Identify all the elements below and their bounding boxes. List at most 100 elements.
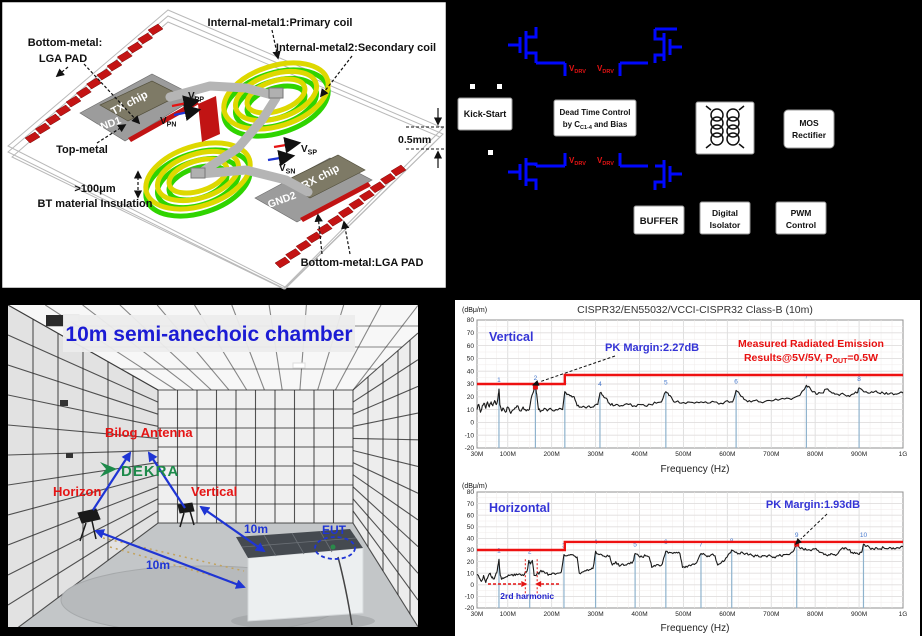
pwm-control-label-2: Control [786, 220, 816, 230]
svg-text:-10: -10 [465, 594, 475, 601]
svg-text:7: 7 [699, 541, 703, 548]
distance-10m-upper: 10m [244, 522, 268, 536]
dekra-logo-icon [100, 462, 117, 477]
limit-line [477, 540, 903, 552]
dead-time-label-2: by CC1-4 and Bias [563, 120, 628, 131]
pk-marker-dot [532, 384, 538, 390]
internal-metal2-label: Internal-metal2:Secondary coil [276, 42, 436, 54]
pk-margin-label: PK Margin:1.93dB [766, 499, 860, 511]
kick-start-box [457, 97, 513, 131]
antennas [77, 502, 195, 542]
harmonic-annotation: 2rd harmonic [488, 559, 559, 601]
vertical-antenna [177, 502, 195, 514]
interconnect-bars [165, 81, 313, 197]
thickness-dimension: 0.5mm [398, 108, 446, 168]
gate-drive-wires-bottom [508, 153, 682, 190]
voltage-arrows [171, 95, 302, 167]
svg-text:9: 9 [795, 532, 799, 539]
x-axis-label: Frequency (Hz) [661, 623, 730, 634]
lower-coil-hub [190, 167, 206, 179]
svg-text:8: 8 [857, 376, 861, 383]
svg-text:200M: 200M [544, 451, 560, 458]
bottom-metal-left-label-1: Bottom-metal: [28, 37, 103, 49]
vpp-label: VPP [188, 91, 204, 104]
dead-time-label-1: Dead Time Control [560, 108, 631, 117]
chart-title: CISPR32/EN55032/VCCI-CISPR32 Class-B (10… [577, 304, 813, 316]
transformer-box [695, 101, 755, 155]
buffer-box [633, 205, 685, 235]
eut-table [231, 529, 375, 627]
svg-text:400M: 400M [631, 611, 647, 618]
note-line-1: Measured Radiated Emission [738, 338, 884, 350]
pwm-control-label-1: PWM [791, 208, 812, 218]
svg-text:800M: 800M [807, 451, 823, 458]
svg-text:2rd harmonic: 2rd harmonic [500, 591, 554, 601]
measurement-arrows [92, 451, 266, 589]
y-axis-label: (dBμ/m) [462, 483, 487, 490]
bottom-metal-right-label: Bottom-metal:LGA PAD [301, 257, 424, 269]
svg-text:5: 5 [633, 541, 637, 548]
circuit-diagram: VDRV VDRV VDRV VDRV Kick-Start Dead Time… [457, 27, 835, 235]
x-axis-label: Frequency (Hz) [661, 464, 730, 475]
svg-text:30M: 30M [471, 451, 484, 458]
svg-text:40: 40 [467, 536, 475, 543]
vpn-label: VPN [160, 116, 176, 129]
top-metal-label: Top-metal [56, 144, 108, 156]
bottom-metal-left-label-2: LGA PAD [39, 53, 87, 65]
mos-rectifier-label-1: MOS [799, 118, 819, 128]
svg-text:50: 50 [467, 356, 475, 363]
pwm-control-box [775, 201, 827, 235]
peak-markers: 1 23 4 5 67 8 [497, 373, 861, 448]
svg-text:1G: 1G [899, 451, 908, 458]
svg-text:200M: 200M [544, 611, 560, 618]
svg-text:70: 70 [467, 330, 475, 337]
right-wall [353, 333, 418, 627]
svg-text:300M: 300M [587, 611, 603, 618]
svg-text:30: 30 [467, 547, 475, 554]
chamber-scene: 10m semi-anechoic chamber Bilog Antenna … [8, 305, 418, 627]
emission-charts: 80 70 60 50 40 30 20 10 0 -10 -20 30M 100M 200M 300M 40… [455, 300, 920, 636]
svg-text:100M: 100M [500, 451, 516, 458]
digital-isolator-label-2: Isolator [710, 220, 741, 230]
lga-pad-rows [24, 23, 407, 269]
panel-device-3d: TX chip GND1 RX chip GND2 [0, 0, 448, 290]
svg-text:30M: 30M [471, 611, 484, 618]
vdrv-label-4: VDRV [597, 156, 614, 167]
distance-10m-lower: 10m [146, 558, 170, 572]
horizon-label: Horizon [53, 484, 101, 499]
digital-isolator-box [699, 201, 751, 235]
svg-text:20: 20 [467, 559, 475, 566]
transformer-icon [705, 105, 745, 149]
svg-text:6: 6 [734, 378, 738, 385]
circuit-blocks: Kick-Start Dead Time Control by CC1-4 and… [457, 97, 835, 235]
mos-rectifier-box [783, 109, 835, 149]
svg-text:4: 4 [598, 381, 602, 388]
svg-text:2: 2 [534, 375, 538, 382]
svg-text:60: 60 [467, 512, 475, 519]
svg-text:900M: 900M [851, 451, 867, 458]
note-line-2: Results@5V/5V, POUT=0.5W [744, 352, 878, 365]
vertical-label: Vertical [191, 484, 237, 499]
center-red-slab [198, 96, 220, 142]
svg-text:600M: 600M [719, 451, 735, 458]
eut-highlight-ellipse [314, 536, 356, 560]
insulation-label-2: BT material Insulation [38, 198, 153, 210]
svg-text:70: 70 [467, 501, 475, 508]
vsp-label: VSP [301, 144, 317, 157]
svg-text:80: 80 [467, 489, 475, 496]
measured-trace [476, 384, 904, 414]
polarization-label: Vertical [489, 330, 533, 344]
dekra-label: DEKRA [121, 463, 179, 480]
svg-text:5: 5 [664, 380, 668, 387]
upper-coil-hub [268, 87, 284, 99]
svg-text:30: 30 [467, 381, 475, 388]
horizontal-antenna [77, 508, 101, 524]
gate-drive-wires-top [508, 27, 682, 76]
upper-coil [221, 60, 331, 139]
svg-text:50: 50 [467, 524, 475, 531]
svg-text:-20: -20 [465, 605, 475, 612]
svg-text:1G: 1G [899, 611, 908, 618]
